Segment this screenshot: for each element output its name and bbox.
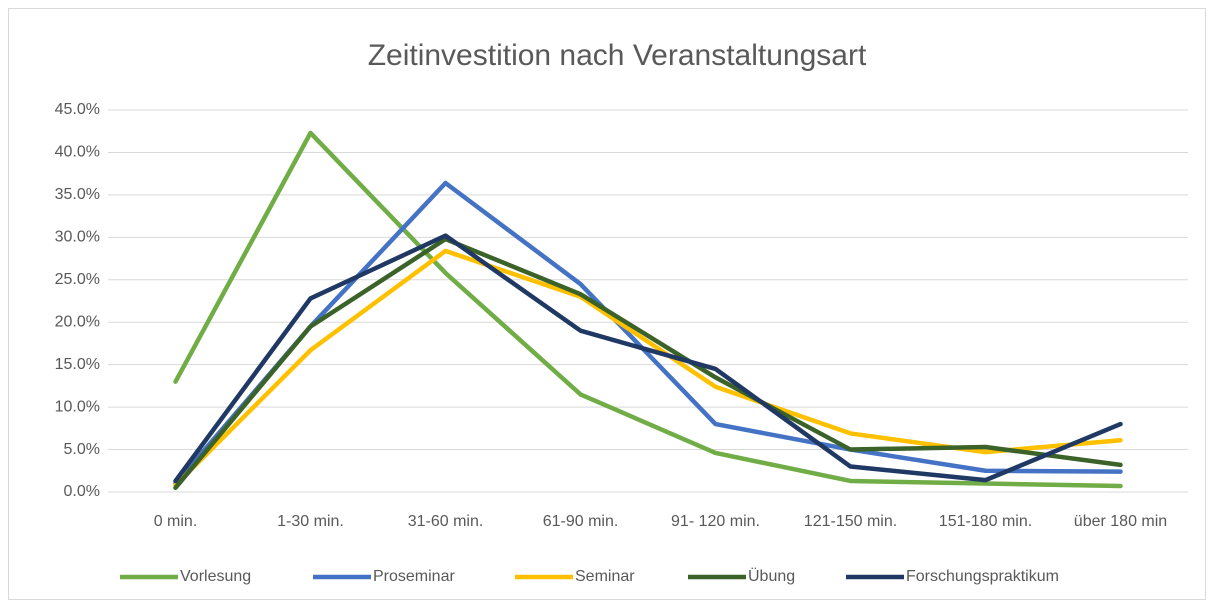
x-tick-label: 91- 120 min. bbox=[671, 513, 760, 530]
series-line bbox=[173, 236, 1123, 491]
legend-label: Proseminar bbox=[373, 568, 455, 585]
y-tick-label: 25.0% bbox=[55, 271, 100, 288]
y-tick-label: 5.0% bbox=[64, 441, 100, 458]
y-tick-label: 30.0% bbox=[55, 229, 100, 246]
chart-title: Zeitinvestition nach Veranstaltungsart bbox=[368, 39, 867, 72]
x-tick-label: über 180 min bbox=[1074, 513, 1167, 530]
legend-label: Vorlesung bbox=[180, 568, 251, 585]
y-tick-label: 0.0% bbox=[64, 483, 100, 500]
y-tick-label: 10.0% bbox=[55, 398, 100, 415]
legend-label: Seminar bbox=[575, 568, 635, 585]
x-tick-label: 1-30 min. bbox=[277, 513, 344, 530]
y-tick-label: 20.0% bbox=[55, 313, 100, 330]
y-tick-label: 40.0% bbox=[55, 144, 100, 161]
y-tick-label: 35.0% bbox=[55, 186, 100, 203]
legend-label: Übung bbox=[748, 567, 795, 585]
chart-frame bbox=[8, 8, 1206, 600]
series-line bbox=[173, 130, 1123, 489]
x-tick-label: 151-180 min. bbox=[939, 513, 1032, 530]
series-line bbox=[173, 180, 1123, 486]
x-tick-label: 31-60 min. bbox=[408, 513, 484, 530]
legend-label: Forschungspraktikum bbox=[906, 568, 1059, 585]
x-tick-label: 121-150 min. bbox=[804, 513, 897, 530]
series-line bbox=[173, 233, 1123, 484]
y-tick-label: 15.0% bbox=[55, 356, 100, 373]
x-tick-label: 61-90 min. bbox=[543, 513, 619, 530]
x-tick-label: 0 min. bbox=[154, 513, 198, 530]
y-tick-label: 45.0% bbox=[55, 101, 100, 118]
